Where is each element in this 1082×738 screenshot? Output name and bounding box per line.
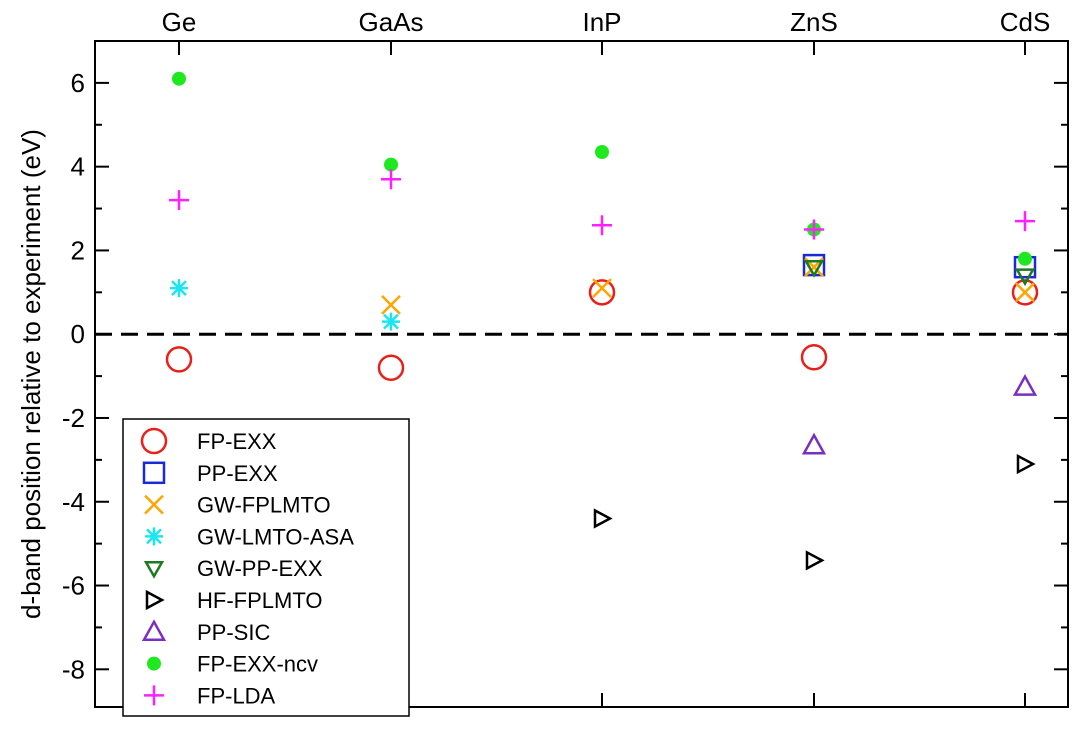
legend-label-gw-pp-exx: GW-PP-EXX: [197, 556, 323, 581]
legend-label-pp-exx: PP-EXX: [197, 461, 278, 486]
legend: FP-EXX PP-EXX GW-FPLMTO GW-LMTO-ASA GW-PP-EX…: [122, 418, 410, 717]
legend-marker-hf-fplmto: [145, 589, 165, 611]
point-hf-fplmto-inp: [593, 508, 613, 529]
legend-label-gw-lmto-asa: GW-LMTO-ASA: [197, 524, 354, 549]
x-tick-labels: Ge GaAs InP ZnS CdS: [162, 7, 1051, 37]
legend-marker-fp-exx-ncv: [147, 656, 161, 671]
legend-label-fp-lda: FP-LDA: [197, 683, 276, 708]
y-tick-labels: -8 -6 -4 -2 0 2 4 6: [62, 68, 85, 684]
point-gw-fplmto-inp: [592, 278, 612, 299]
point-fp-exx-cds: [1011, 279, 1039, 306]
legend-marker-fp-exx: [140, 427, 168, 455]
x-tick-label: CdS: [1000, 7, 1051, 37]
point-fp-exx-inp: [588, 279, 616, 306]
point-pp-sic-cds: [1012, 373, 1038, 396]
point-gw-pp-exx-cds: [1014, 268, 1036, 287]
point-fp-lda-gaas: [381, 169, 401, 190]
point-fp-lda-zns: [804, 219, 824, 240]
point-fp-lda-cds: [1015, 211, 1035, 232]
point-fp-exx-zns: [800, 343, 828, 371]
x-tick-label: ZnS: [790, 7, 838, 37]
legend-label-hf-fplmto: HF-FPLMTO: [197, 588, 322, 613]
legend-label-pp-sic: PP-SIC: [197, 620, 270, 645]
point-fp-exx-gaas: [377, 354, 405, 381]
y-tick-label: -6: [62, 571, 85, 601]
point-pp-sic-zns: [801, 432, 827, 455]
point-fp-exx-ncv-cds: [1018, 251, 1032, 266]
legend-label-gw-fplmto: GW-FPLMTO: [197, 493, 331, 518]
x-tick-label: InP: [582, 7, 621, 37]
legend-marker-pp-exx: [142, 461, 166, 485]
point-gw-lmto-asa-ge: [170, 279, 188, 298]
y-tick-label: 6: [71, 68, 85, 98]
data-points: [165, 71, 1039, 571]
legend-label-fp-exx: FP-EXX: [197, 429, 277, 454]
x-tick-label: Ge: [162, 7, 197, 37]
legend-marker-gw-pp-exx: [143, 560, 165, 579]
y-tick-label: -2: [62, 403, 85, 433]
point-fp-exx-ncv-inp: [595, 145, 609, 159]
point-fp-lda-ge: [169, 190, 189, 211]
legend-marker-gw-lmto-asa: [145, 527, 163, 546]
legend-box: [122, 418, 410, 717]
x-tick-label: GaAs: [358, 7, 423, 37]
point-hf-fplmto-cds: [1016, 453, 1036, 475]
y-tick-label: -4: [62, 487, 85, 517]
axis-ticks: [95, 40, 1068, 707]
plot-area: [94, 40, 1069, 708]
point-fp-exx-ge: [165, 346, 193, 373]
y-tick-label: 0: [71, 319, 85, 349]
y-tick-label: 4: [71, 152, 85, 182]
point-fp-exx-ncv-ge: [172, 71, 186, 86]
point-fp-lda-inp: [592, 215, 612, 236]
legend-label-fp-exx-ncv: FP-EXX-ncv: [197, 652, 318, 677]
y-tick-label: 2: [71, 235, 85, 265]
legend-marker-gw-fplmto: [144, 494, 164, 515]
point-hf-fplmto-zns: [805, 550, 825, 571]
point-gw-pp-exx-zns: [803, 259, 825, 278]
y-tick-label: -8: [62, 654, 85, 684]
legend-marker-fp-lda: [144, 685, 164, 706]
point-gw-lmto-asa-gaas: [382, 312, 400, 331]
legend-marker-pp-sic: [141, 619, 167, 642]
point-gw-fplmto-cds: [1015, 282, 1035, 303]
point-gw-fplmto-gaas: [381, 295, 401, 315]
y-axis-label: d-band position relative to experiment (…: [16, 129, 46, 619]
point-fp-exx-ncv-gaas: [384, 157, 398, 172]
